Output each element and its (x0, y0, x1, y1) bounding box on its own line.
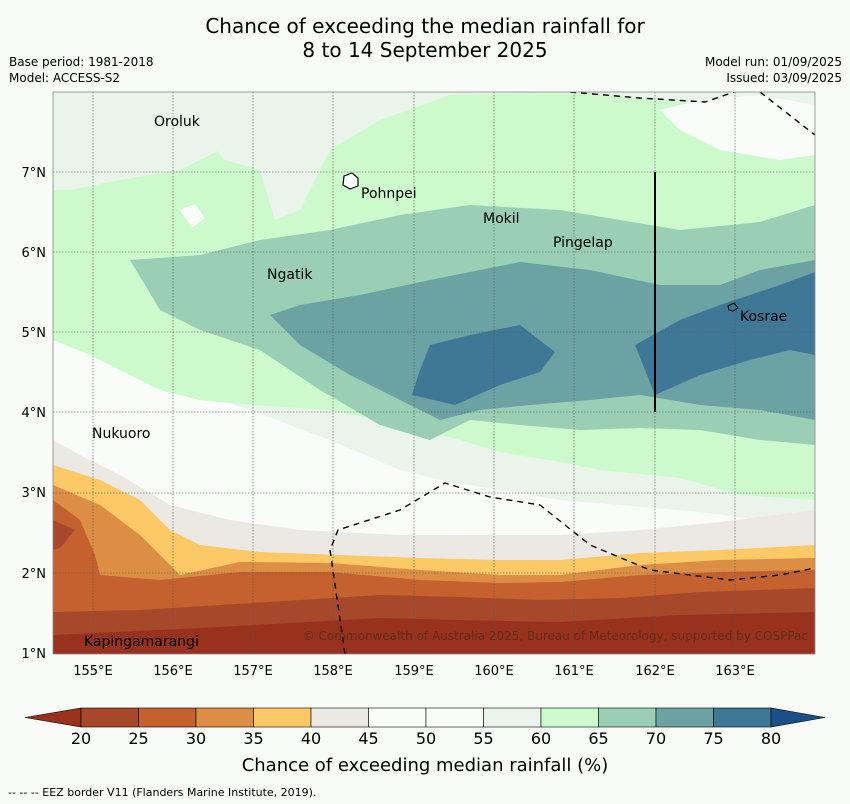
colorbar-segment (483, 707, 542, 728)
colorbar-tick-label: 25 (128, 729, 149, 748)
lon-label: 157°E (233, 664, 273, 679)
colorbar-segment (310, 707, 369, 728)
lon-label: 160°E (474, 664, 514, 679)
colorbar-segment (598, 707, 657, 728)
place-nukuoro: Nukuoro (92, 426, 150, 442)
colorbar-title: Chance of exceeding median rainfall (%) (241, 755, 609, 776)
contour-band-20 (53, 612, 815, 654)
place-labels: Oroluk Pohnpei Mokil Pingelap Ngatik Kos… (84, 114, 787, 650)
lat-label: 2°N (22, 567, 47, 582)
model-run-text: Model run: 01/09/2025 (704, 55, 842, 69)
lon-label: 158°E (313, 664, 353, 679)
kosrae-island (727, 302, 739, 312)
lon-label: 161°E (554, 664, 594, 679)
eez-legend-note: -- -- -- EEZ border V11 (Flanders Marine… (8, 786, 317, 799)
map-title-line2: 8 to 14 September 2025 (302, 38, 548, 62)
place-kosrae: Kosrae (740, 309, 787, 325)
lat-label: 4°N (22, 406, 47, 421)
pohnpei-island (342, 172, 359, 190)
lon-label: 156°E (153, 664, 193, 679)
lat-label: 7°N (22, 166, 47, 181)
lat-axis-labels: 1°N 2°N 3°N 4°N 5°N 6°N 7°N (22, 166, 47, 662)
colorbar-segment (368, 707, 427, 728)
place-kapingamarangi: Kapingamarangi (84, 634, 199, 650)
contour-patch-50 (180, 204, 205, 228)
colorbar-segment (253, 707, 312, 728)
map-title-line1: Chance of exceeding the median rainfall … (205, 14, 645, 38)
colorbar-tick-label: 75 (703, 729, 724, 748)
colorbar-tick-label: 70 (645, 729, 667, 748)
lat-label: 1°N (22, 647, 47, 662)
map-frame (52, 91, 816, 655)
colorbar-tick-label: 55 (473, 729, 494, 748)
colorbar-tick-label: 65 (588, 729, 609, 748)
place-ngatik: Ngatik (267, 267, 313, 283)
lat-label: 6°N (22, 246, 47, 261)
lon-label: 162°E (635, 664, 675, 679)
colorbar (24, 707, 826, 728)
contour-band-75 (412, 325, 555, 405)
issued-text: Issued: 03/09/2025 (726, 71, 842, 85)
colorbar-tick-label: 45 (358, 729, 379, 748)
place-mokil: Mokil (483, 211, 520, 227)
colorbar-segment (138, 707, 197, 728)
colorbar-tick-label: 30 (185, 729, 207, 748)
place-pingelap: Pingelap (553, 235, 613, 251)
colorbar-segment (655, 707, 714, 728)
colorbar-segment (195, 707, 254, 728)
contour-patch-50b (660, 95, 815, 160)
colorbar-segment (80, 707, 139, 728)
colorbar-tick-label: 50 (415, 729, 437, 748)
lon-label: 163°E (715, 664, 755, 679)
place-pohnpei: Pohnpei (361, 186, 417, 202)
colorbar-tick-label: 60 (530, 729, 552, 748)
lat-label: 3°N (22, 486, 47, 501)
model-text: Model: ACCESS-S2 (9, 71, 121, 85)
colorbar-extend-high (770, 707, 826, 728)
contour-band-75b (635, 272, 815, 395)
lon-label: 159°E (394, 664, 434, 679)
contour-layer (53, 92, 815, 654)
contour-patch-55 (53, 92, 250, 190)
colorbar-segment (713, 707, 772, 728)
colorbar-tick-label: 80 (760, 729, 782, 748)
lat-label: 5°N (22, 326, 47, 341)
colorbar-tick-label: 20 (70, 729, 92, 748)
place-oroluk: Oroluk (154, 114, 201, 130)
base-period-text: Base period: 1981-2018 (9, 55, 154, 69)
colorbar-extend-low (24, 707, 82, 728)
colorbar-segment (425, 707, 484, 728)
colorbar-tick-label: 40 (300, 729, 322, 748)
colorbar-tick-label: 35 (243, 729, 264, 748)
lon-label: 155°E (73, 664, 113, 679)
contour-band-45 (53, 440, 815, 580)
copyright-text: © Commonwealth of Australia 2025, Bureau… (303, 629, 808, 643)
lon-axis-labels: 155°E 156°E 157°E 158°E 159°E 160°E 161°… (73, 664, 755, 679)
colorbar-segment (540, 707, 599, 728)
eez-border (329, 92, 815, 654)
